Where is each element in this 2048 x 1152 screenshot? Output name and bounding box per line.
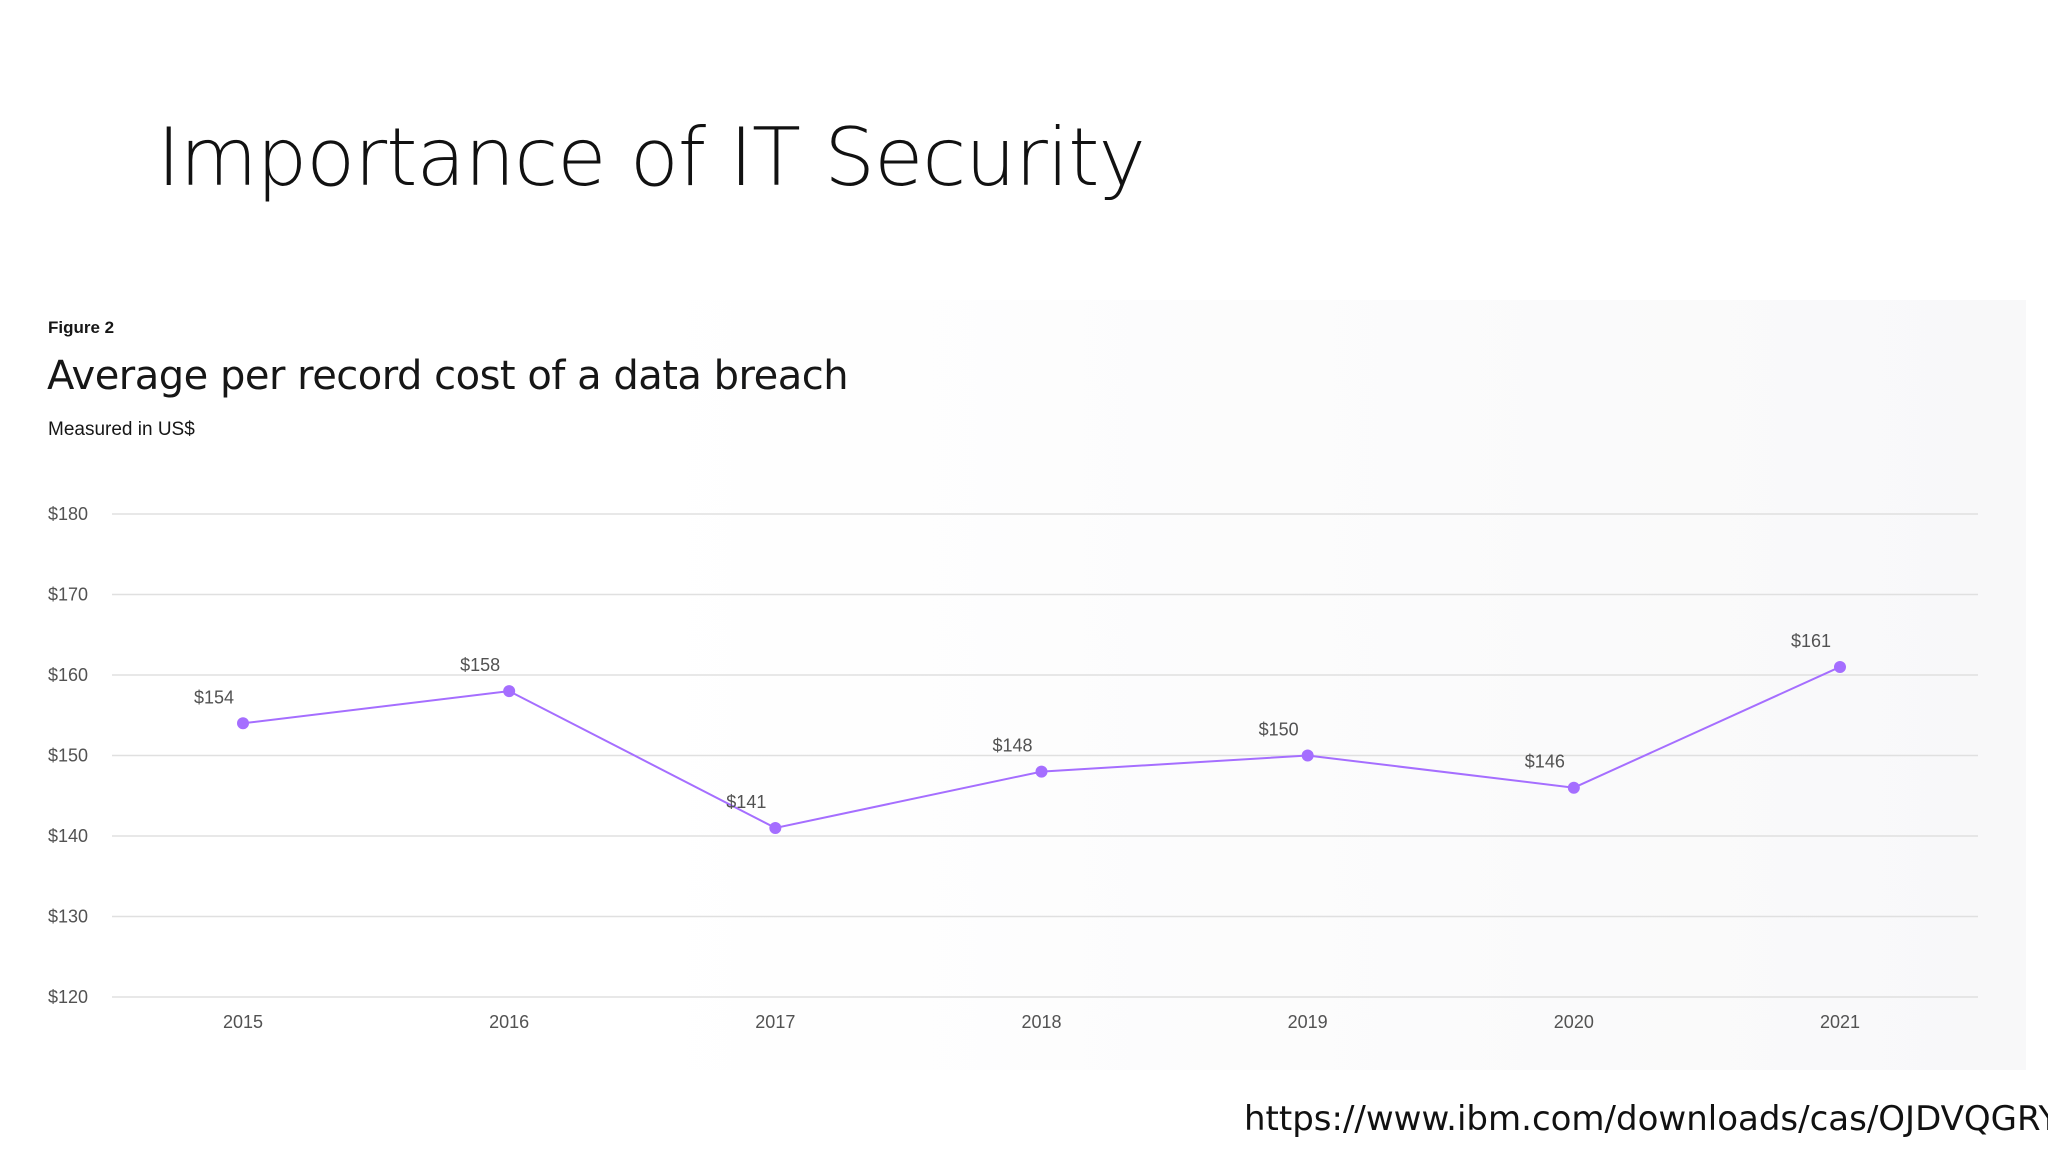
y-tick-label: $160 xyxy=(48,665,88,685)
y-tick-label: $180 xyxy=(48,504,88,524)
y-tick-label: $130 xyxy=(48,907,88,927)
x-tick-label: 2020 xyxy=(1554,1012,1594,1032)
x-tick-label: 2021 xyxy=(1820,1012,1860,1032)
chart-subtitle: Measured in US$ xyxy=(48,419,195,440)
x-tick-label: 2018 xyxy=(1021,1012,1061,1032)
x-tick-label: 2019 xyxy=(1288,1012,1328,1032)
data-point xyxy=(237,717,249,730)
data-label: $148 xyxy=(992,736,1032,756)
x-tick-label: 2017 xyxy=(755,1012,795,1032)
y-tick-label: $120 xyxy=(48,987,88,1007)
data-point xyxy=(1834,660,1846,673)
figure-panel xyxy=(36,300,2026,1070)
y-tick-label: $170 xyxy=(48,585,88,605)
slide-title: Importance of IT Security xyxy=(157,111,1146,204)
chart-title: Average per record cost of a data breach xyxy=(47,353,849,399)
y-tick-label: $150 xyxy=(48,746,88,766)
data-label: $146 xyxy=(1525,752,1565,772)
data-point xyxy=(769,821,782,834)
data-label: $150 xyxy=(1259,720,1299,740)
data-point xyxy=(1567,781,1580,794)
x-tick-label: 2016 xyxy=(489,1012,529,1032)
x-tick-label: 2015 xyxy=(223,1012,263,1032)
source-link[interactable]: https://www.ibm.com/downloads/cas/OJDVQG… xyxy=(1244,1099,2048,1139)
data-point xyxy=(503,685,516,698)
series-line xyxy=(242,666,1841,830)
data-label: $161 xyxy=(1791,631,1831,651)
figure-label: Figure 2 xyxy=(48,318,115,337)
data-label: $154 xyxy=(194,687,234,707)
data-label: $158 xyxy=(460,655,500,675)
data-point xyxy=(1301,749,1314,762)
data-point xyxy=(1035,765,1048,778)
data-label: $141 xyxy=(726,792,766,812)
y-tick-label: $140 xyxy=(48,826,88,846)
